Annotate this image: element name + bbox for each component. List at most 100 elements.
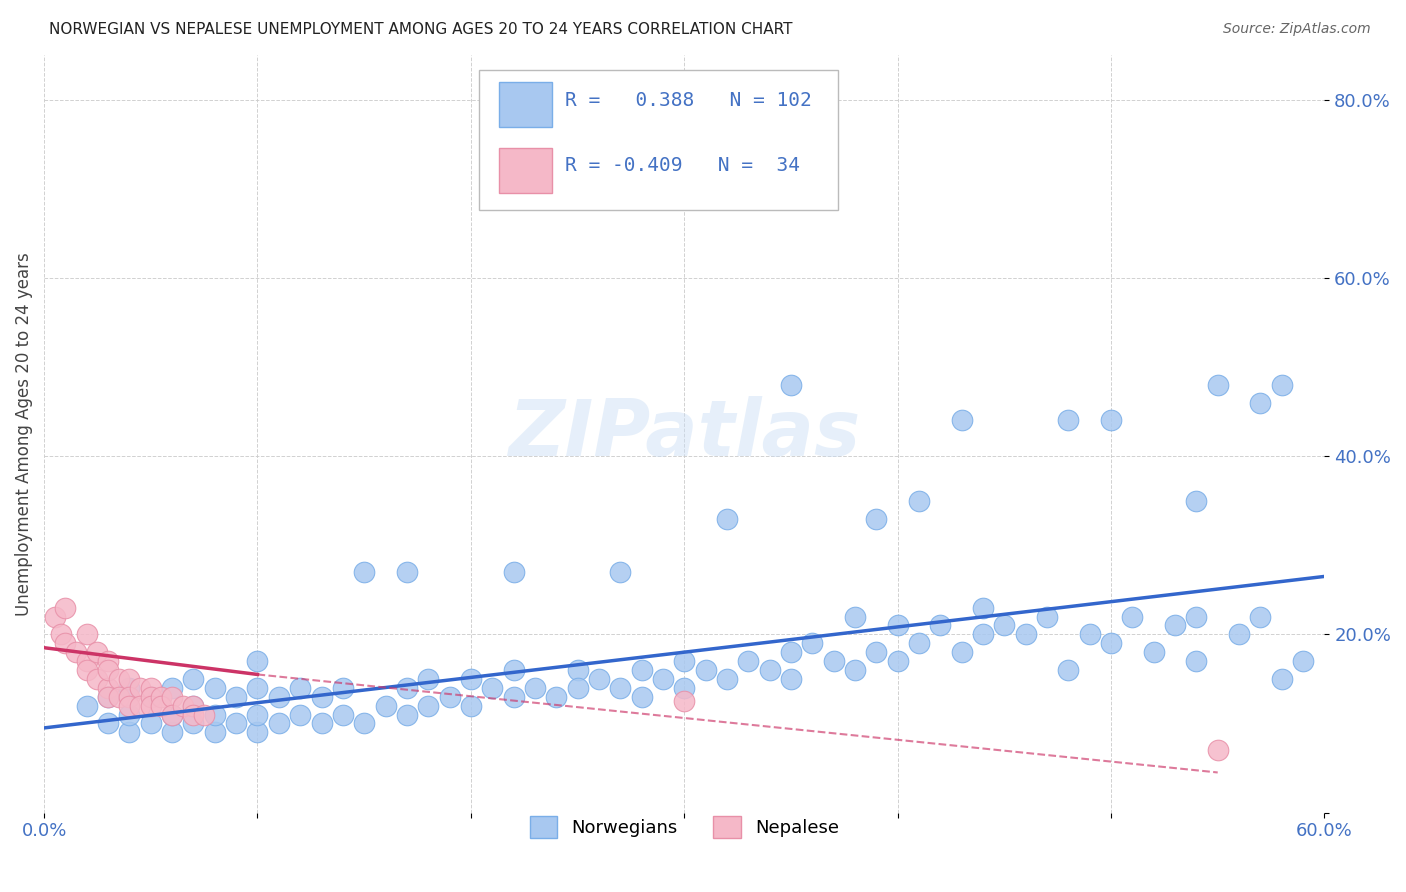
Norwegians <box>395 681 418 695</box>
Norwegians <box>673 681 696 695</box>
Nepalese <box>183 698 205 713</box>
Y-axis label: Unemployment Among Ages 20 to 24 years: Unemployment Among Ages 20 to 24 years <box>15 252 32 615</box>
Norwegians <box>758 663 780 677</box>
Norwegians <box>183 716 205 731</box>
Norwegians <box>609 565 631 579</box>
Norwegians <box>76 698 98 713</box>
Nepalese <box>150 690 173 704</box>
FancyBboxPatch shape <box>499 148 553 193</box>
Norwegians <box>118 725 141 739</box>
Nepalese <box>76 627 98 641</box>
Norwegians <box>139 690 162 704</box>
Nepalese <box>129 681 152 695</box>
Nepalese <box>86 645 108 659</box>
Nepalese <box>139 681 162 695</box>
Norwegians <box>1143 645 1166 659</box>
Nepalese <box>160 690 183 704</box>
Norwegians <box>332 707 354 722</box>
Norwegians <box>418 672 440 686</box>
Norwegians <box>1185 609 1208 624</box>
Nepalese <box>107 690 129 704</box>
Norwegians <box>695 663 717 677</box>
Norwegians <box>460 672 482 686</box>
Nepalese <box>129 698 152 713</box>
Nepalese <box>97 663 120 677</box>
Norwegians <box>1099 636 1122 650</box>
Norwegians <box>97 716 120 731</box>
Nepalese <box>150 698 173 713</box>
Norwegians <box>1057 413 1080 427</box>
Norwegians <box>160 725 183 739</box>
Norwegians <box>673 654 696 668</box>
Norwegians <box>1292 654 1315 668</box>
Norwegians <box>481 681 503 695</box>
Norwegians <box>246 725 269 739</box>
Norwegians <box>118 707 141 722</box>
Norwegians <box>1249 609 1271 624</box>
Norwegians <box>418 698 440 713</box>
Norwegians <box>1185 493 1208 508</box>
Nepalese <box>1206 743 1229 757</box>
Norwegians <box>972 627 994 641</box>
Norwegians <box>246 707 269 722</box>
Norwegians <box>160 707 183 722</box>
Text: R =   0.388   N = 102: R = 0.388 N = 102 <box>565 91 811 110</box>
Nepalese <box>65 645 87 659</box>
Nepalese <box>673 694 696 708</box>
Norwegians <box>1206 377 1229 392</box>
Norwegians <box>950 413 973 427</box>
Norwegians <box>204 681 226 695</box>
Norwegians <box>929 618 952 632</box>
Norwegians <box>630 690 652 704</box>
Norwegians <box>1121 609 1143 624</box>
Norwegians <box>567 663 589 677</box>
Nepalese <box>76 663 98 677</box>
Nepalese <box>44 609 66 624</box>
Norwegians <box>395 707 418 722</box>
Norwegians <box>460 698 482 713</box>
Norwegians <box>439 690 461 704</box>
Norwegians <box>546 690 568 704</box>
Norwegians <box>1057 663 1080 677</box>
Text: NORWEGIAN VS NEPALESE UNEMPLOYMENT AMONG AGES 20 TO 24 YEARS CORRELATION CHART: NORWEGIAN VS NEPALESE UNEMPLOYMENT AMONG… <box>49 22 793 37</box>
Norwegians <box>908 493 931 508</box>
Norwegians <box>801 636 824 650</box>
Norwegians <box>844 609 866 624</box>
Norwegians <box>1164 618 1187 632</box>
Norwegians <box>780 645 803 659</box>
Norwegians <box>97 690 120 704</box>
Norwegians <box>844 663 866 677</box>
Norwegians <box>993 618 1015 632</box>
Nepalese <box>97 690 120 704</box>
Norwegians <box>395 565 418 579</box>
Norwegians <box>204 725 226 739</box>
Norwegians <box>183 672 205 686</box>
Norwegians <box>651 672 673 686</box>
Norwegians <box>502 663 524 677</box>
Norwegians <box>1271 377 1294 392</box>
Norwegians <box>630 663 652 677</box>
Nepalese <box>183 707 205 722</box>
Norwegians <box>246 681 269 695</box>
Nepalese <box>139 698 162 713</box>
Norwegians <box>1036 609 1059 624</box>
Nepalese <box>55 600 77 615</box>
Norwegians <box>1227 627 1250 641</box>
Nepalese <box>118 690 141 704</box>
Norwegians <box>353 716 375 731</box>
Norwegians <box>267 690 290 704</box>
Text: ZIPatlas: ZIPatlas <box>508 396 860 472</box>
Nepalese <box>193 707 215 722</box>
Norwegians <box>886 654 908 668</box>
Legend: Norwegians, Nepalese: Norwegians, Nepalese <box>522 809 846 846</box>
Norwegians <box>374 698 396 713</box>
Norwegians <box>204 707 226 722</box>
Norwegians <box>780 672 803 686</box>
Norwegians <box>1078 627 1101 641</box>
Norwegians <box>567 681 589 695</box>
Norwegians <box>865 645 887 659</box>
Norwegians <box>780 377 803 392</box>
Norwegians <box>502 565 524 579</box>
Norwegians <box>737 654 759 668</box>
Norwegians <box>502 690 524 704</box>
